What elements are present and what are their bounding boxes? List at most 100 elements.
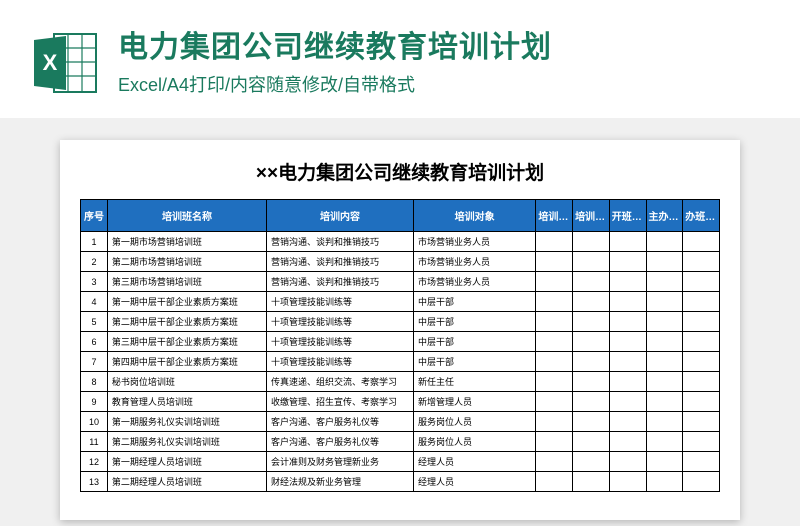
table-cell: 4 — [81, 292, 108, 312]
table-cell: 十项管理技能训练等 — [267, 352, 414, 372]
col-index: 序号 — [81, 200, 108, 232]
table-cell: 传真速递、组织交流、考察学习 — [267, 372, 414, 392]
table-cell: 十项管理技能训练等 — [267, 312, 414, 332]
table-row: 8秘书岗位培训班传真速递、组织交流、考察学习新任主任 — [81, 372, 720, 392]
table-cell: 第二期中层干部企业素质方案班 — [107, 312, 266, 332]
table-cell: 营销沟通、谈判和推销技巧 — [267, 232, 414, 252]
table-cell: 第四期中层干部企业素质方案班 — [107, 352, 266, 372]
table-cell — [573, 332, 610, 352]
table-row: 4第一期中层干部企业素质方案班十项管理技能训练等中层干部 — [81, 292, 720, 312]
table-cell — [683, 312, 720, 332]
table-row: 11第二期服务礼仪实训培训班客户沟通、客户服务礼仪等服务岗位人员 — [81, 432, 720, 452]
table-cell — [683, 292, 720, 312]
table-cell — [683, 432, 720, 452]
table-cell — [609, 472, 646, 492]
table-cell: 新增管理人员 — [413, 392, 535, 412]
table-cell — [646, 412, 683, 432]
table-cell — [536, 332, 573, 352]
table-cell — [683, 252, 720, 272]
table-cell — [536, 372, 573, 392]
table-cell — [573, 272, 610, 292]
document-title: ××电力集团公司继续教育培训计划 — [80, 158, 720, 185]
table-cell — [573, 472, 610, 492]
table-cell: 营销沟通、谈判和推销技巧 — [267, 252, 414, 272]
col-host: 主办单位 — [646, 200, 683, 232]
table-cell: 第二期服务礼仪实训培训班 — [107, 432, 266, 452]
col-days: 培训天数 — [573, 200, 610, 232]
table-cell: 12 — [81, 452, 108, 472]
table-cell: 客户沟通、客户服务礼仪等 — [267, 432, 414, 452]
table-cell — [683, 472, 720, 492]
table-cell — [646, 232, 683, 252]
table-cell — [609, 372, 646, 392]
table-row: 7第四期中层干部企业素质方案班十项管理技能训练等中层干部 — [81, 352, 720, 372]
table-cell — [646, 292, 683, 312]
table-cell — [609, 452, 646, 472]
table-cell: 9 — [81, 392, 108, 412]
table-cell — [683, 332, 720, 352]
table-cell — [646, 472, 683, 492]
table-cell: 第三期中层干部企业素质方案班 — [107, 332, 266, 352]
table-cell: 3 — [81, 272, 108, 292]
table-cell: 服务岗位人员 — [413, 432, 535, 452]
table-cell — [646, 372, 683, 392]
table-cell — [609, 432, 646, 452]
table-cell — [646, 332, 683, 352]
table-cell: 7 — [81, 352, 108, 372]
table-cell: 中层干部 — [413, 332, 535, 352]
table-cell — [683, 452, 720, 472]
table-cell — [573, 372, 610, 392]
table-cell — [536, 312, 573, 332]
table-cell: 秘书岗位培训班 — [107, 372, 266, 392]
table-cell: 财经法规及新业务管理 — [267, 472, 414, 492]
table-cell — [683, 232, 720, 252]
table-cell: 服务岗位人员 — [413, 412, 535, 432]
table-cell — [646, 452, 683, 472]
table-cell — [646, 432, 683, 452]
col-name: 培训班名称 — [107, 200, 266, 232]
table-cell — [646, 252, 683, 272]
svg-text:X: X — [43, 50, 58, 75]
table-cell — [536, 252, 573, 272]
table-cell: 经理人员 — [413, 472, 535, 492]
table-cell: 收缴管理、招生宣传、考察学习 — [267, 392, 414, 412]
excel-icon: X — [30, 28, 100, 98]
table-cell: 中层干部 — [413, 292, 535, 312]
table-cell: 第二期市场营销培训班 — [107, 252, 266, 272]
col-target: 培训对象 — [413, 200, 535, 232]
table-cell — [536, 452, 573, 472]
table-cell: 第一期中层干部企业素质方案班 — [107, 292, 266, 312]
table-cell — [573, 312, 610, 332]
table-row: 6第三期中层干部企业素质方案班十项管理技能训练等中层干部 — [81, 332, 720, 352]
table-cell — [573, 352, 610, 372]
table-cell: 第一期服务礼仪实训培训班 — [107, 412, 266, 432]
table-cell — [646, 312, 683, 332]
table-cell: 第一期市场营销培训班 — [107, 232, 266, 252]
table-cell: 会计准则及财务管理新业务 — [267, 452, 414, 472]
table-cell — [536, 432, 573, 452]
document-preview: ××电力集团公司继续教育培训计划 序号 培训班名称 培训内容 培训对象 培训人数… — [60, 140, 740, 520]
table-row: 2第二期市场营销培训班营销沟通、谈判和推销技巧市场营销业务人员 — [81, 252, 720, 272]
col-place: 办班地点 — [683, 200, 720, 232]
table-cell — [536, 272, 573, 292]
table-cell — [609, 352, 646, 372]
table-row: 13第二期经理人员培训班财经法规及新业务管理经理人员 — [81, 472, 720, 492]
table-cell — [573, 432, 610, 452]
table-cell — [609, 332, 646, 352]
table-cell — [573, 252, 610, 272]
table-cell: 6 — [81, 332, 108, 352]
table-row: 9教育管理人员培训班收缴管理、招生宣传、考察学习新增管理人员 — [81, 392, 720, 412]
table-cell: 市场营销业务人员 — [413, 272, 535, 292]
table-cell: 经理人员 — [413, 452, 535, 472]
table-cell — [573, 412, 610, 432]
table-row: 10第一期服务礼仪实训培训班客户沟通、客户服务礼仪等服务岗位人员 — [81, 412, 720, 432]
table-cell: 1 — [81, 232, 108, 252]
table-cell: 中层干部 — [413, 312, 535, 332]
table-header-row: 序号 培训班名称 培训内容 培训对象 培训人数 培训天数 开班时间 主办单位 办… — [81, 200, 720, 232]
table-body: 1第一期市场营销培训班营销沟通、谈判和推销技巧市场营销业务人员2第二期市场营销培… — [81, 232, 720, 492]
table-cell — [683, 392, 720, 412]
table-cell: 第三期市场营销培训班 — [107, 272, 266, 292]
table-cell — [683, 272, 720, 292]
table-cell: 2 — [81, 252, 108, 272]
template-title: 电力集团公司继续教育培训计划 — [118, 30, 552, 66]
